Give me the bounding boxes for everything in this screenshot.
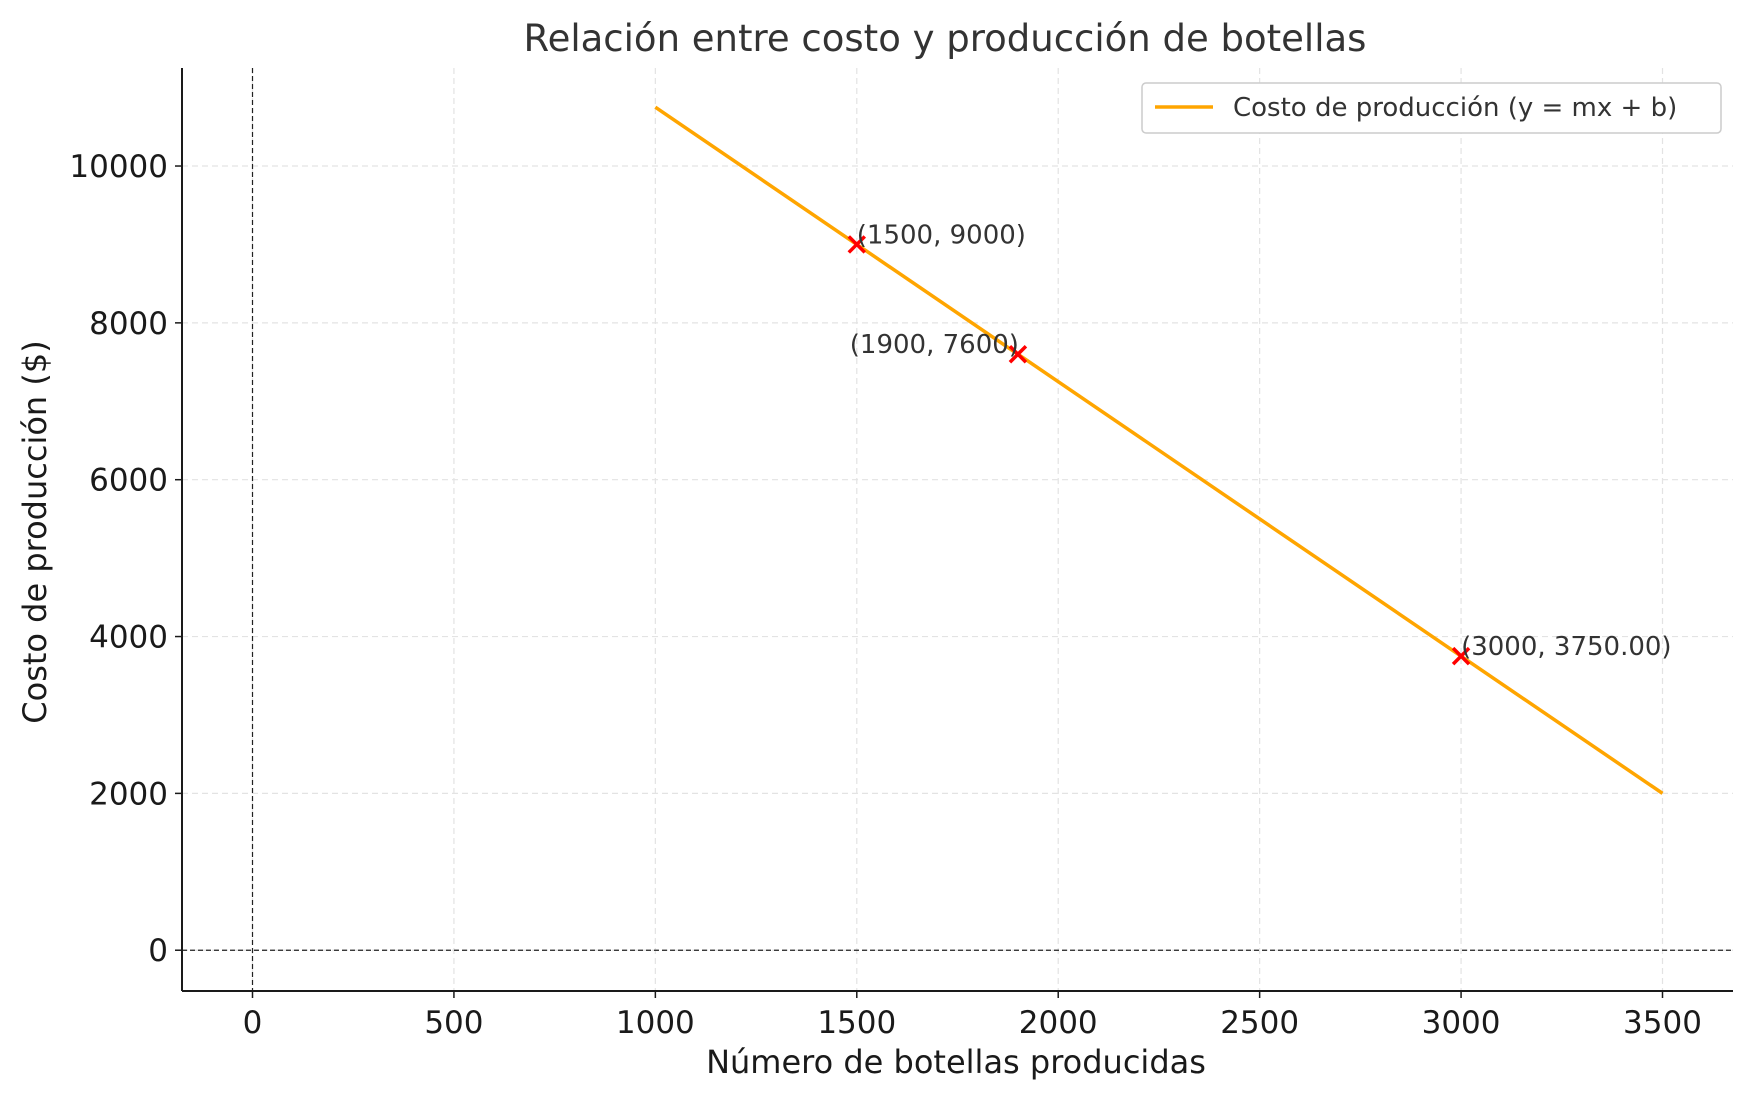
y-tick-label: 10000 [69, 149, 168, 185]
legend-label: Costo de producción (y = mx + b) [1233, 93, 1677, 123]
point-label: (3000, 3750.00) [1461, 632, 1672, 662]
x-tick-label: 3500 [1623, 1005, 1702, 1041]
point-label: (1500, 9000) [857, 220, 1026, 250]
x-tick-label: 500 [424, 1005, 483, 1041]
marker-stroke [1451, 646, 1471, 666]
series [654, 105, 1664, 795]
x-tick-label: 2500 [1220, 1005, 1299, 1041]
x-tick-label: 1000 [616, 1005, 695, 1041]
legend-box [1141, 82, 1722, 134]
point-marker [847, 235, 867, 254]
y-axis-label: Costo de producción ($) [16, 340, 54, 723]
marker-stroke [1008, 344, 1028, 364]
legend: Costo de producción (y = mx + b) [1141, 82, 1722, 134]
x-tick-label: 2000 [1019, 1005, 1098, 1041]
point-marker [1451, 646, 1471, 666]
y-tick-label: 0 [148, 933, 168, 969]
x-tick-label: 1500 [817, 1005, 896, 1041]
x-axis-label: Número de botellas producidas [706, 1043, 1206, 1081]
grid [182, 68, 1733, 991]
marker-stroke [847, 235, 867, 254]
ticks: 0 500 1000 1500 2000 2500 3000 3500 0 2000 4000 600… [69, 149, 1702, 1041]
y-tick-label: 8000 [89, 306, 168, 342]
axes [181, 68, 1733, 992]
x-tick-label: 0 [243, 1005, 263, 1041]
reference-lines [182, 68, 1733, 991]
x-tick-label: 3000 [1422, 1005, 1501, 1041]
y-tick-label: 2000 [89, 776, 168, 812]
series-line [654, 105, 1664, 795]
point-label: (1900, 7600) [850, 330, 1019, 360]
marked-points: (1500, 9000) (1900, 7600) (3000, 3750.00) [847, 220, 1672, 666]
point-marker [1008, 344, 1028, 364]
y-tick-label: 4000 [89, 620, 168, 656]
chart-title: Relación entre costo y producción de bot… [524, 17, 1367, 60]
y-tick-label: 6000 [89, 463, 168, 499]
